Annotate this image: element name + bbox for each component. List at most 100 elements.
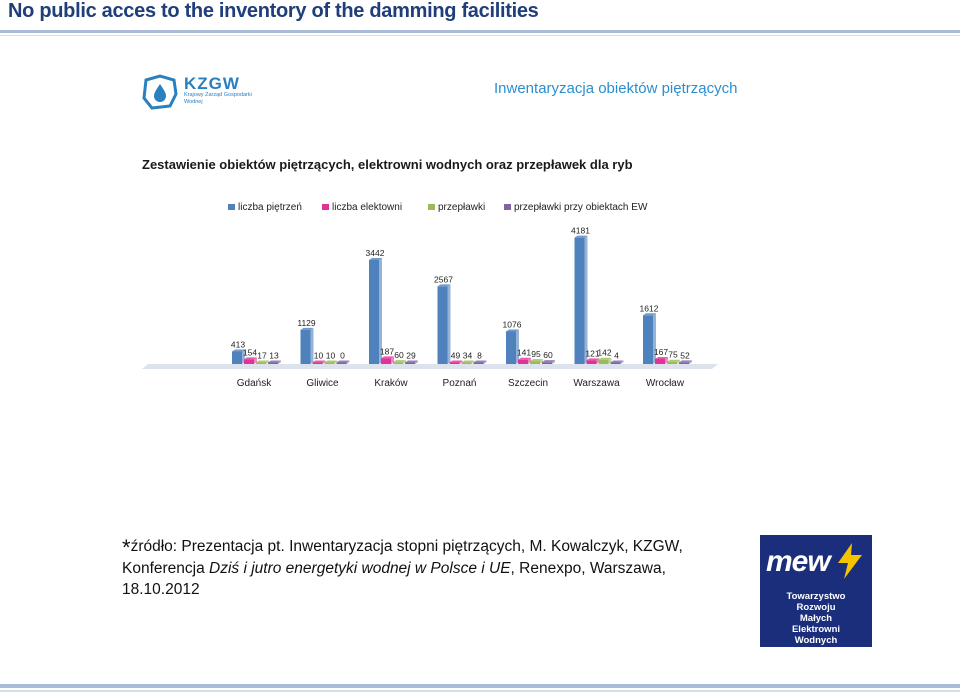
bar-top	[679, 360, 692, 363]
data-label: 141	[517, 348, 531, 358]
bar-top	[268, 360, 281, 363]
data-label: 52	[680, 350, 690, 360]
bar-top	[369, 257, 382, 260]
bar	[574, 237, 585, 364]
data-label: 75	[668, 350, 678, 360]
bar	[643, 315, 653, 364]
bar-side	[689, 360, 692, 364]
data-label: 167	[654, 347, 668, 357]
bar	[244, 359, 254, 364]
bar	[381, 358, 391, 364]
bar	[586, 360, 597, 364]
category-label: Wrocław	[646, 378, 685, 389]
bar-top	[232, 349, 245, 352]
data-label: 1076	[503, 319, 522, 329]
bar-side	[278, 360, 281, 364]
data-label: 2567	[434, 274, 453, 284]
mew-line: Elektrowni	[791, 624, 841, 635]
bar-side	[459, 360, 463, 364]
bar	[518, 359, 528, 364]
bar-side	[415, 360, 418, 364]
bar-top	[473, 360, 487, 363]
data-label: 8	[477, 351, 482, 361]
legend-label: przepławki przy obiektach EW	[514, 202, 648, 213]
logo-word: KZGW	[184, 74, 240, 93]
logo-subtitle: Krajowy Zarząd Gospodarki Wodnej	[184, 92, 252, 105]
data-label: 10	[326, 351, 336, 361]
bar	[598, 359, 609, 364]
bar-top	[244, 357, 257, 360]
bar-top	[437, 284, 451, 287]
bar-top	[312, 360, 326, 363]
legend-label: liczba elektowni	[332, 202, 402, 213]
bar	[449, 362, 460, 364]
category-label: Gliwice	[306, 378, 339, 389]
chart-title: Zestawienie obiektów piętrzących, elektr…	[142, 157, 633, 172]
bar-side	[447, 284, 451, 364]
bar-top	[530, 359, 543, 362]
data-label: 29	[406, 351, 416, 361]
bar-top	[405, 360, 418, 363]
bar-top	[461, 360, 475, 363]
legend-swatch	[228, 204, 235, 210]
data-label: 187	[380, 346, 394, 356]
bar	[369, 259, 379, 364]
bar	[610, 362, 621, 364]
title-divider-thin	[0, 35, 960, 36]
bar	[542, 362, 552, 364]
footnote-star: *	[122, 535, 131, 560]
data-label: 34	[463, 351, 473, 361]
data-label: 49	[451, 351, 461, 361]
source-suffix: , Renexpo, Warszawa, 18.10.2012	[122, 560, 666, 598]
bar-top	[542, 360, 555, 363]
data-label: 0	[340, 351, 345, 361]
bar	[461, 362, 472, 364]
category-label: Gdańsk	[237, 378, 272, 389]
bar	[679, 362, 689, 364]
legend-swatch	[428, 204, 435, 210]
mew-logo: mew Towarzystwo Rozwoju Małych Elektrown…	[760, 535, 872, 647]
footer-divider-thin	[0, 690, 960, 692]
data-label: 142	[597, 348, 611, 358]
bar	[256, 362, 266, 364]
bar-side	[310, 327, 314, 364]
data-label: 95	[531, 349, 541, 359]
source-italic: Dziś i jutro energetyki wodnej w Polsce …	[209, 560, 511, 577]
data-label: 413	[231, 340, 245, 350]
bar-top	[586, 358, 600, 361]
data-label: 1129	[297, 318, 316, 328]
bar-top	[381, 356, 394, 359]
data-label: 10	[314, 351, 324, 361]
bar-top	[667, 359, 680, 362]
bar-side	[653, 313, 656, 364]
footer-divider	[0, 684, 960, 688]
poland-map-icon	[142, 74, 178, 110]
data-label: 4181	[571, 226, 590, 236]
data-label: 121	[585, 348, 599, 358]
bar-side	[584, 235, 588, 364]
title-divider	[0, 30, 960, 33]
bar	[393, 362, 403, 364]
bar-top	[336, 360, 350, 363]
category-label: Poznań	[443, 378, 477, 389]
bar	[667, 361, 677, 364]
data-label: 154	[243, 347, 257, 357]
bar	[312, 362, 323, 364]
bar-top	[300, 327, 314, 330]
bar	[268, 362, 278, 364]
data-label: 3442	[366, 248, 385, 258]
bar-top	[655, 356, 668, 359]
bar-side	[483, 360, 487, 364]
bar-side	[677, 359, 680, 364]
bar-side	[516, 329, 519, 364]
category-label: Szczecin	[508, 378, 548, 389]
data-label: 4	[614, 351, 619, 361]
bar-side	[346, 360, 350, 364]
data-label: 13	[269, 351, 279, 361]
bar	[324, 362, 335, 364]
bar-side	[403, 360, 406, 364]
bar-top	[256, 360, 269, 363]
mew-line: Towarzystwo	[786, 591, 846, 602]
category-label: Warszawa	[573, 378, 620, 389]
bar	[437, 286, 448, 364]
